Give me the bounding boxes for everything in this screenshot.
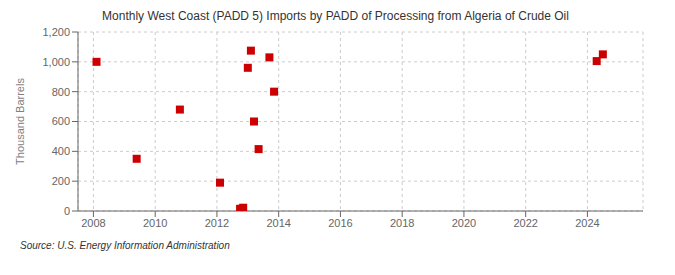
svg-text:2018: 2018 bbox=[390, 217, 414, 229]
svg-text:200: 200 bbox=[52, 175, 70, 187]
svg-text:2012: 2012 bbox=[205, 217, 229, 229]
html-text:Monthly West Coast (PADD 5) Im: Monthly West Coast (PADD 5) Imports by P… bbox=[102, 9, 569, 23]
svg-text:2010: 2010 bbox=[143, 217, 167, 229]
html-text:Source: U.S. Energy Informatio: Source: U.S. Energy Information Administ… bbox=[20, 240, 230, 251]
svg-text:800: 800 bbox=[52, 86, 70, 98]
svg-text:2016: 2016 bbox=[328, 217, 352, 229]
svg-text:2008: 2008 bbox=[81, 217, 105, 229]
svg-text:2022: 2022 bbox=[513, 217, 537, 229]
svg-text:2024: 2024 bbox=[575, 217, 599, 229]
svg-text:1,200: 1,200 bbox=[42, 26, 70, 38]
svg-text:0: 0 bbox=[64, 205, 70, 217]
svg-text:1,000: 1,000 bbox=[42, 56, 70, 68]
svg-text:Thousand Barrels: Thousand Barrels bbox=[14, 78, 26, 165]
svg-text:2020: 2020 bbox=[452, 217, 476, 229]
svg-text:2014: 2014 bbox=[266, 217, 290, 229]
svg-text:400: 400 bbox=[52, 145, 70, 157]
svg-text:600: 600 bbox=[52, 115, 70, 127]
